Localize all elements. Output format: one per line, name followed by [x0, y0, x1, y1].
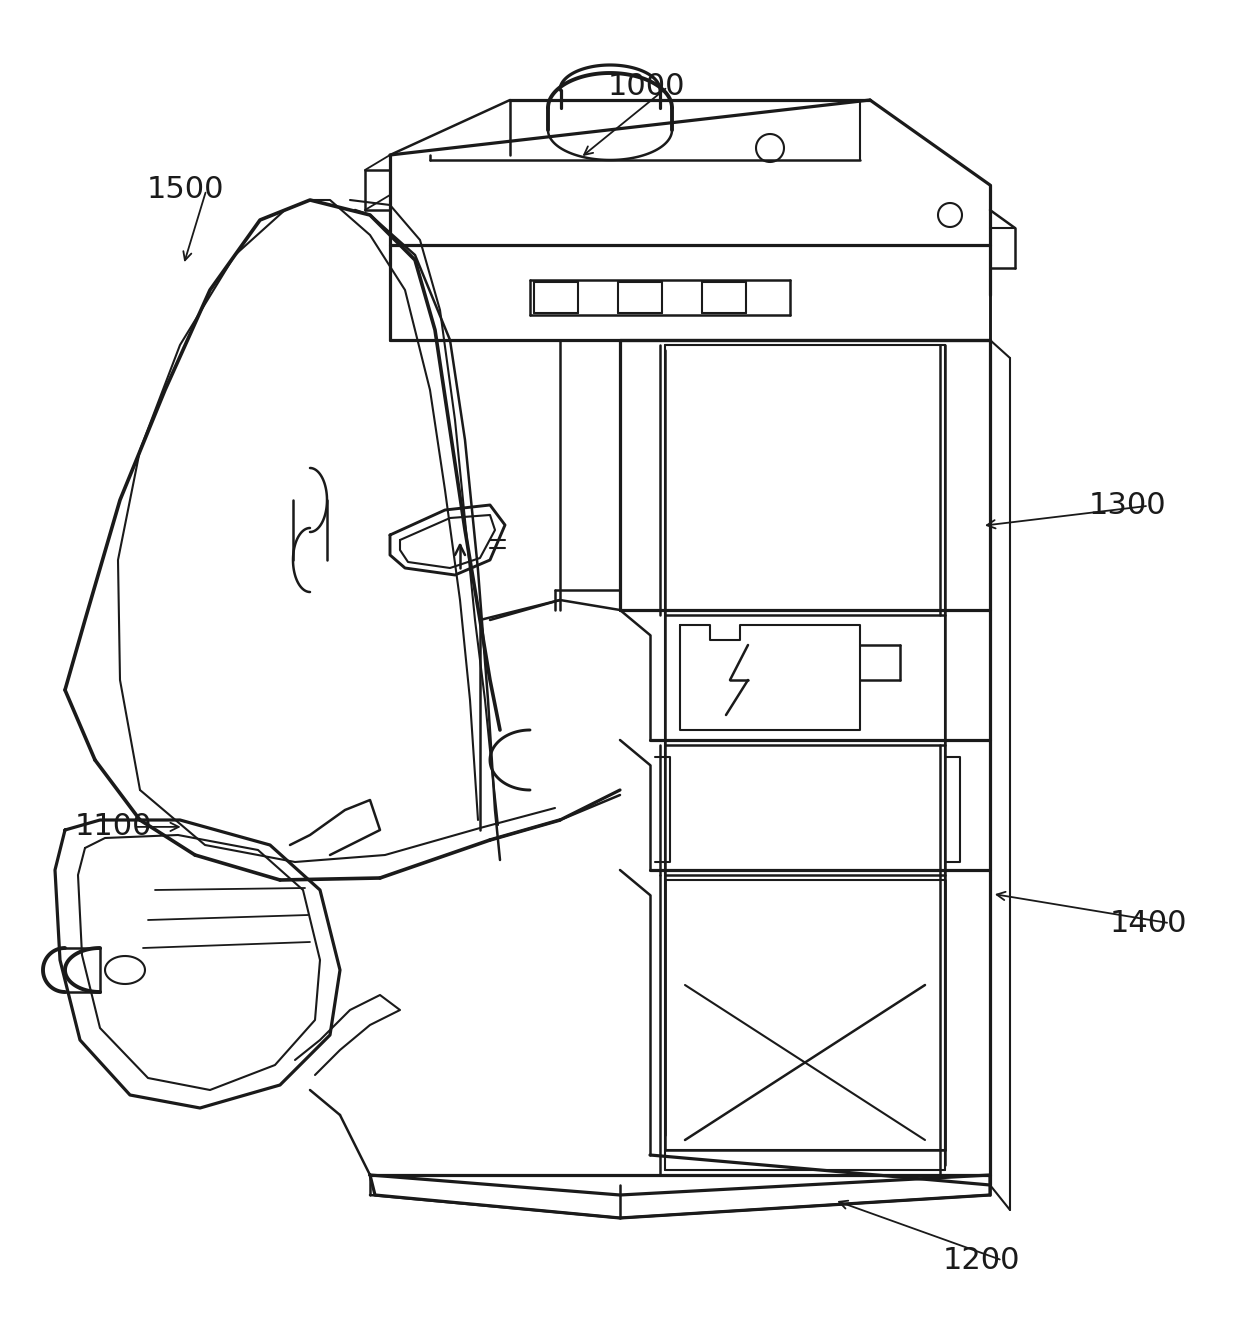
Text: 1200: 1200: [942, 1246, 1019, 1275]
Text: 1300: 1300: [1089, 491, 1167, 520]
Text: 1100: 1100: [74, 812, 151, 842]
Text: 1000: 1000: [608, 72, 684, 102]
Text: 1400: 1400: [1110, 909, 1188, 938]
Text: 1500: 1500: [146, 175, 223, 205]
